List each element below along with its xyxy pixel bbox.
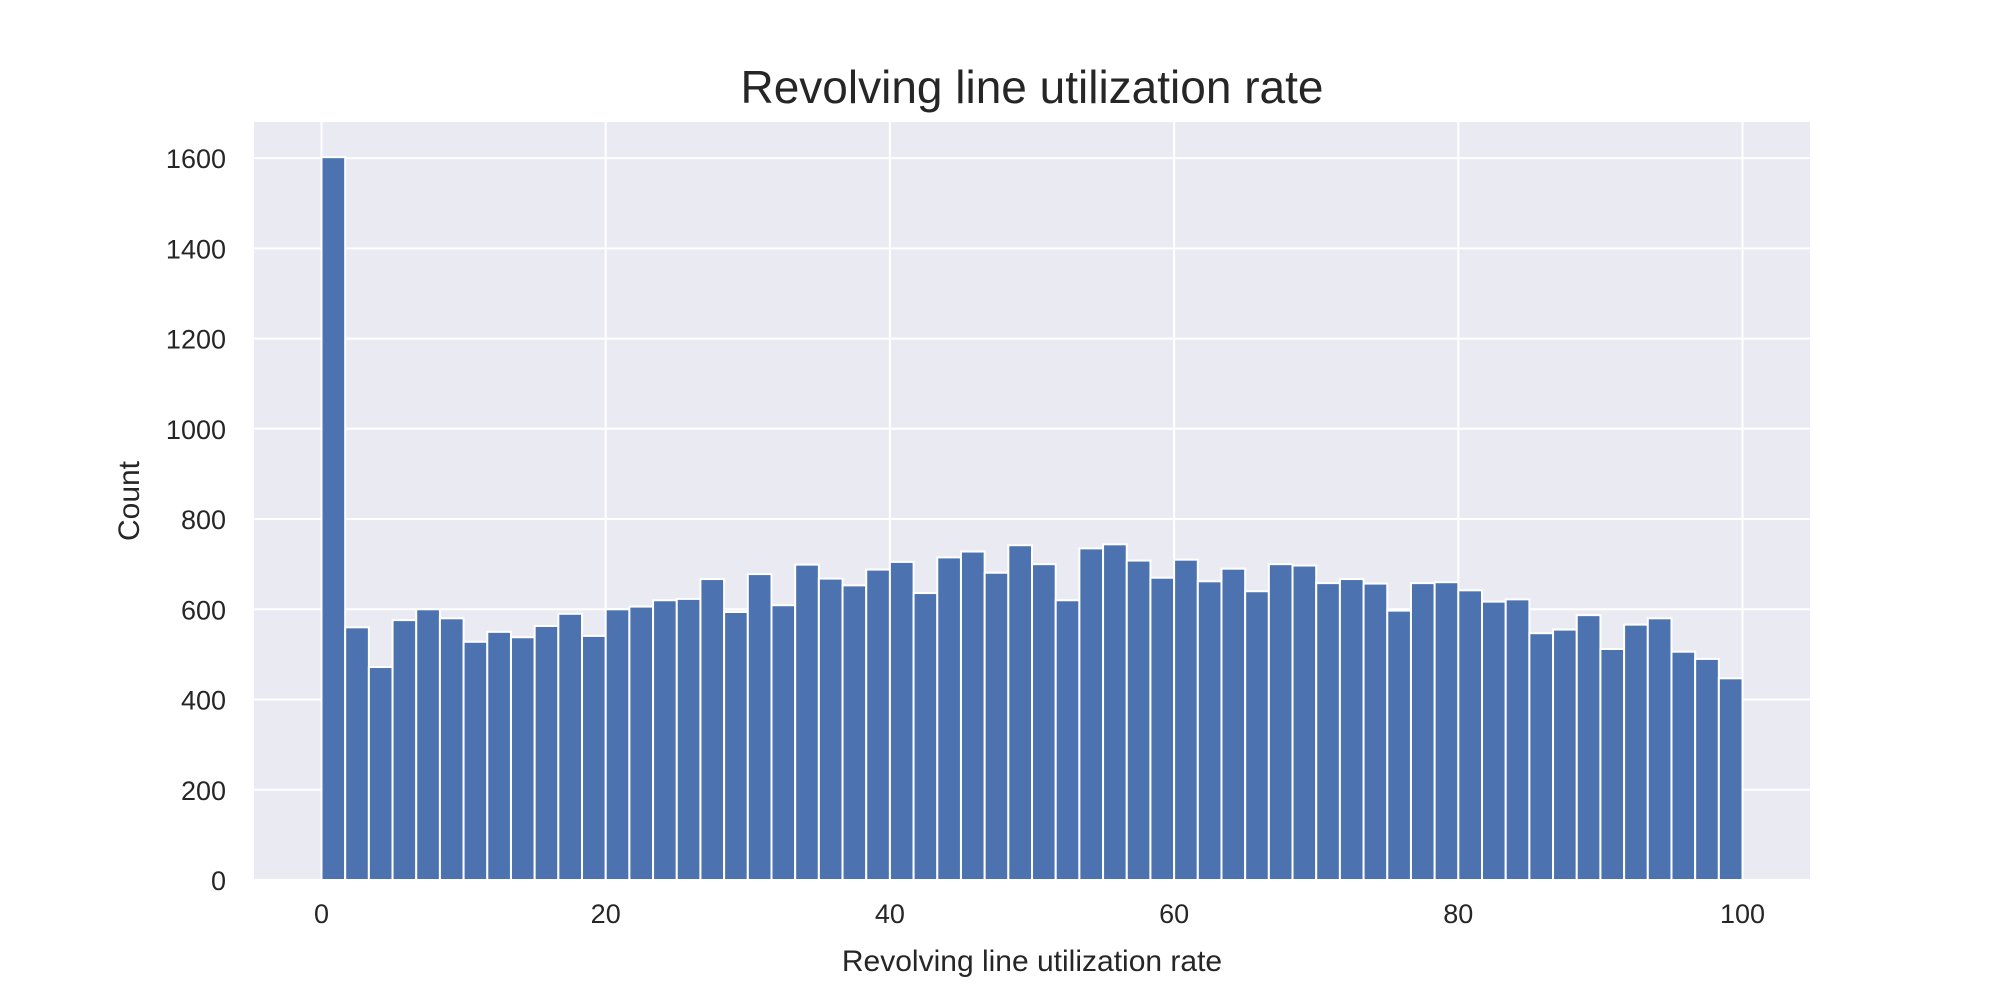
histogram-bar — [509, 636, 536, 881]
histogram-bar — [888, 560, 915, 881]
histogram-bar — [1220, 567, 1247, 882]
histogram-bar — [1291, 564, 1318, 882]
histogram-bar — [699, 578, 726, 882]
histogram-bar — [746, 573, 773, 881]
histogram-bar — [817, 577, 844, 881]
histogram-bar — [1149, 576, 1176, 881]
tick-labels: 0 200 400 600 800 1000 1200 1400 1600 0 20 40 60 80 10… — [166, 144, 1765, 929]
histogram-bar — [1457, 589, 1484, 881]
histogram-bar — [438, 617, 465, 881]
x-tick-label: 60 — [1159, 899, 1189, 929]
histogram-bar — [628, 605, 655, 881]
histogram-bars — [320, 156, 1744, 882]
x-tick-label: 20 — [591, 899, 621, 929]
histogram-bar — [415, 608, 441, 881]
histogram-bar — [533, 624, 560, 881]
histogram-bar — [1031, 563, 1057, 882]
histogram-bar — [1575, 614, 1602, 881]
y-tick-label: 400 — [181, 686, 226, 716]
histogram-bar — [1670, 650, 1697, 882]
histogram-bar — [1338, 578, 1365, 882]
histogram-bar — [936, 556, 962, 881]
histogram-bar — [1315, 582, 1341, 881]
histogram-bar — [1694, 657, 1720, 882]
histogram-bar — [1599, 647, 1626, 881]
histogram-bar — [581, 634, 607, 881]
x-tick-label: 100 — [1720, 899, 1765, 929]
histogram-bar — [1173, 558, 1199, 882]
histogram-bar — [344, 626, 370, 881]
histogram-bar — [1409, 582, 1436, 881]
histogram-bar — [865, 568, 891, 881]
histogram-bar — [1054, 599, 1081, 881]
histogram-bar — [1196, 580, 1223, 881]
histogram-bar — [486, 630, 512, 881]
histogram-bar — [675, 597, 702, 881]
histogram-bar — [557, 612, 584, 881]
x-tick-label: 0 — [314, 899, 329, 929]
histogram-bar — [912, 592, 939, 881]
histogram-bar — [1007, 544, 1034, 881]
histogram-bar — [1552, 628, 1578, 882]
histogram-bar — [723, 610, 749, 881]
y-tick-label: 1600 — [166, 144, 226, 174]
y-tick-label: 1000 — [166, 415, 226, 445]
y-axis-label: Count — [113, 460, 146, 541]
histogram-bar — [391, 619, 418, 881]
histogram-bar — [1504, 598, 1531, 881]
histogram-bar — [841, 584, 868, 881]
histogram-bar — [1244, 590, 1270, 881]
histogram-bar — [1481, 600, 1507, 881]
x-tick-label: 80 — [1443, 899, 1473, 929]
y-tick-label: 800 — [181, 505, 226, 535]
histogram-bar — [1646, 617, 1673, 881]
histogram-bar — [983, 571, 1010, 881]
histogram-bar — [1528, 632, 1555, 881]
histogram-bar — [1267, 563, 1294, 882]
x-tick-label: 40 — [875, 899, 905, 929]
histogram-bar — [367, 666, 394, 881]
histogram-bar — [959, 550, 986, 881]
y-tick-label: 0 — [211, 866, 226, 896]
histogram-bar — [462, 640, 489, 881]
chart-title: Revolving line utilization rate — [741, 61, 1324, 113]
histogram-bar — [1125, 559, 1152, 881]
histogram-bar — [1386, 609, 1412, 881]
histogram-bar — [1362, 582, 1389, 881]
histogram-bar — [1717, 677, 1744, 882]
histogram-bar — [770, 604, 797, 881]
histogram-bar — [1102, 543, 1128, 881]
histogram-bar — [320, 156, 347, 881]
y-tick-label: 1200 — [166, 325, 226, 355]
histogram-bar — [1623, 623, 1649, 882]
y-tick-label: 200 — [181, 776, 226, 806]
histogram-bar — [1433, 581, 1460, 881]
histogram-bar — [604, 608, 631, 881]
histogram-bar — [794, 563, 820, 881]
histogram-bar — [1078, 547, 1105, 881]
y-tick-label: 600 — [181, 595, 226, 625]
y-tick-label: 1400 — [166, 234, 226, 264]
histogram-bar — [652, 599, 678, 881]
x-axis-label: Revolving line utilization rate — [842, 945, 1222, 978]
